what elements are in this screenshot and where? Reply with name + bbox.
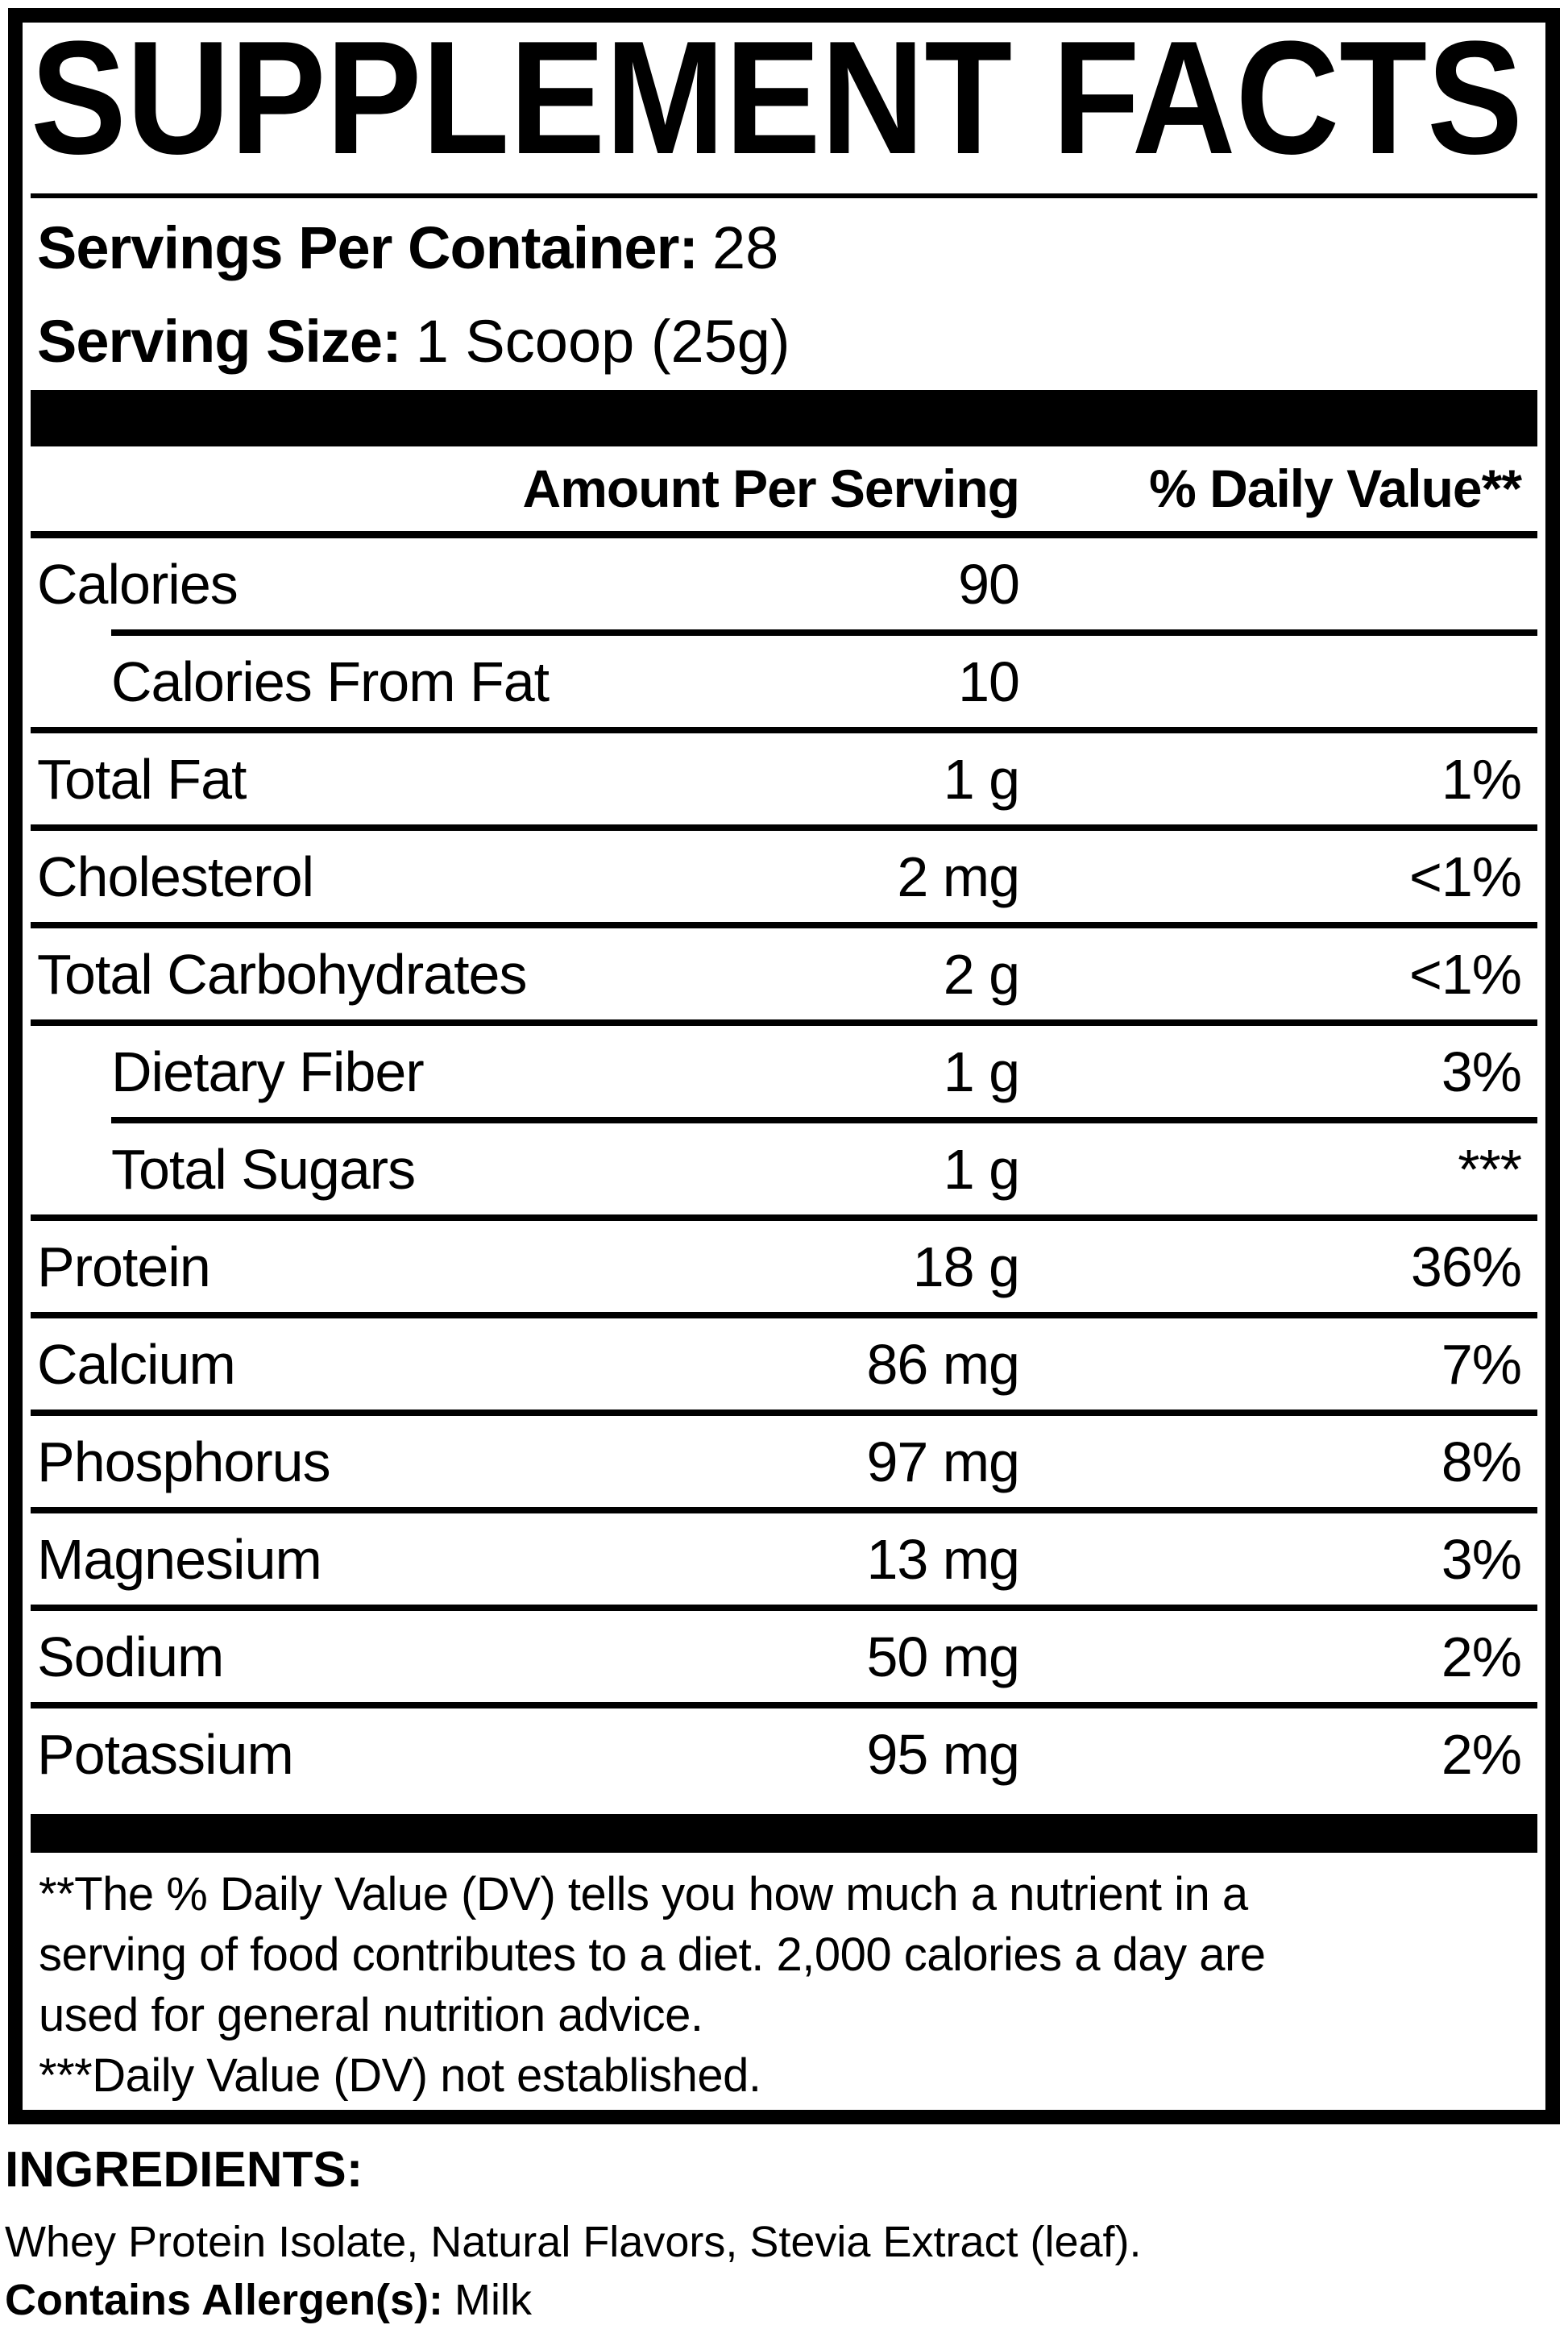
footnote-line: used for general nutrition advice.: [39, 1989, 703, 2041]
table-row: Calories From Fat 10: [31, 636, 1537, 727]
nutrient-name: Dietary Fiber: [111, 1040, 425, 1103]
nutrient-daily-value: <1%: [1408, 845, 1522, 908]
nutrient-amount: 1 g: [943, 1040, 1020, 1103]
nutrient-daily-value: 2%: [1441, 1722, 1522, 1786]
nutrient-name: Phosphorus: [37, 1430, 331, 1493]
table-row: Total Fat 1 g 1%: [31, 733, 1537, 824]
nutrient-amount: 2 mg: [897, 845, 1020, 908]
servings-per-container-line: Servings Per Container: 28: [37, 216, 1545, 280]
nutrient-amount: 50 mg: [866, 1625, 1020, 1688]
title-wrap: SUPPLEMENT FACTS: [31, 8, 1536, 188]
row-divider: [31, 1702, 1537, 1708]
separator-bar-bottom: [31, 1814, 1537, 1853]
serving-size-label: Serving Size:: [37, 308, 402, 375]
nutrient-daily-value: <1%: [1408, 942, 1522, 1006]
nutrient-amount: 90: [958, 552, 1020, 616]
row-divider: [31, 922, 1537, 928]
allergen-value: Milk: [454, 2276, 533, 2324]
nutrient-name: Calories: [37, 552, 239, 616]
row-divider: [31, 1605, 1537, 1611]
daily-value-header: % Daily Value**: [1149, 459, 1522, 518]
nutrient-name: Potassium: [37, 1722, 294, 1786]
nutrient-amount: 1 g: [943, 1137, 1020, 1201]
nutrient-name: Cholesterol: [37, 845, 314, 908]
row-divider: [31, 1507, 1537, 1513]
row-divider: [31, 1214, 1537, 1221]
nutrient-name: Total Sugars: [111, 1137, 416, 1201]
table-row: Cholesterol 2 mg <1%: [31, 831, 1537, 922]
nutrient-daily-value: 2%: [1441, 1625, 1522, 1688]
ingredients-heading: INGREDIENTS:: [5, 2142, 363, 2198]
nutrient-amount: 1 g: [943, 747, 1020, 811]
row-divider: [31, 727, 1537, 733]
amount-per-serving-header: Amount Per Serving: [522, 459, 1020, 518]
nutrient-amount: 95 mg: [866, 1722, 1020, 1786]
title-svg: SUPPLEMENT FACTS: [31, 8, 1523, 188]
nutrient-amount: 18 g: [912, 1235, 1020, 1298]
footnote: **The % Daily Value (DV) tells you how m…: [39, 1864, 1526, 2106]
nutrient-name: Sodium: [37, 1625, 224, 1688]
nutrient-daily-value: 7%: [1441, 1332, 1522, 1396]
nutrient-amount: 13 mg: [866, 1527, 1020, 1591]
row-divider: [31, 1410, 1537, 1416]
allergen-label: Contains Allergen(s):: [5, 2276, 444, 2324]
nutrient-daily-value: 8%: [1441, 1430, 1522, 1493]
serving-size-line: Serving Size: 1 Scoop (25g): [37, 309, 1545, 374]
table-header-row: Amount Per Serving % Daily Value**: [31, 458, 1537, 519]
nutrient-name: Calories From Fat: [111, 650, 550, 713]
table-row: Calories 90: [31, 538, 1537, 629]
nutrient-name: Protein: [37, 1235, 211, 1298]
row-divider: [31, 824, 1537, 831]
nutrient-name: Calcium: [37, 1332, 236, 1396]
row-divider: [111, 629, 1537, 636]
ingredients-section: INGREDIENTS: Whey Protein Isolate, Natur…: [5, 2145, 1563, 2323]
table-row: Sodium 50 mg 2%: [31, 1611, 1537, 1702]
supplement-facts-box: SUPPLEMENT FACTS Servings Per Container:…: [8, 8, 1560, 2124]
row-divider: [111, 1117, 1537, 1123]
nutrient-name: Total Fat: [37, 747, 247, 811]
servings-per-container-label: Servings Per Container:: [37, 214, 699, 281]
title-divider: [31, 193, 1537, 198]
nutrient-daily-value: ***: [1458, 1137, 1522, 1201]
servings-per-container-value: 28: [712, 214, 779, 281]
table-row: Calcium 86 mg 7%: [31, 1318, 1537, 1410]
footnote-line: serving of food contributes to a diet. 2…: [39, 1929, 1266, 1981]
table-row: Potassium 95 mg 2%: [31, 1708, 1537, 1800]
serving-size-value: 1 Scoop (25g): [415, 308, 790, 375]
nutrient-daily-value: 1%: [1441, 747, 1522, 811]
table-row: Dietary Fiber 1 g 3%: [31, 1026, 1537, 1117]
nutrient-name: Total Carbohydrates: [37, 942, 527, 1006]
separator-bar-top: [31, 390, 1537, 446]
table-row: Total Sugars 1 g ***: [31, 1123, 1537, 1214]
nutrient-amount: 10: [958, 650, 1020, 713]
footnote-line: ***Daily Value (DV) not established.: [39, 2049, 761, 2102]
header-divider: [31, 531, 1537, 538]
nutrient-daily-value: 36%: [1410, 1235, 1522, 1298]
nutrient-daily-value: 3%: [1441, 1527, 1522, 1591]
table-row: Magnesium 13 mg 3%: [31, 1513, 1537, 1605]
page-title: SUPPLEMENT FACTS: [31, 35, 1523, 156]
nutrient-rows: Calories 90 Calories From Fat 10 Total Fat 1 …: [31, 538, 1537, 1800]
ingredients-list: Whey Protein Isolate, Natural Flavors, S…: [5, 2218, 1142, 2266]
table-row: Total Carbohydrates 2 g <1%: [31, 928, 1537, 1019]
table-row: Protein 18 g 36%: [31, 1221, 1537, 1312]
nutrient-daily-value: 3%: [1441, 1040, 1522, 1103]
nutrient-name: Magnesium: [37, 1527, 322, 1591]
table-row: Phosphorus 97 mg 8%: [31, 1416, 1537, 1507]
nutrient-amount: 86 mg: [866, 1332, 1020, 1396]
nutrient-amount: 97 mg: [866, 1430, 1020, 1493]
footnote-line: **The % Daily Value (DV) tells you how m…: [39, 1868, 1248, 1920]
row-divider: [31, 1312, 1537, 1318]
allergen-line: Contains Allergen(s): Milk: [5, 2277, 1563, 2323]
nutrient-amount: 2 g: [943, 942, 1020, 1006]
row-divider: [31, 1019, 1537, 1026]
